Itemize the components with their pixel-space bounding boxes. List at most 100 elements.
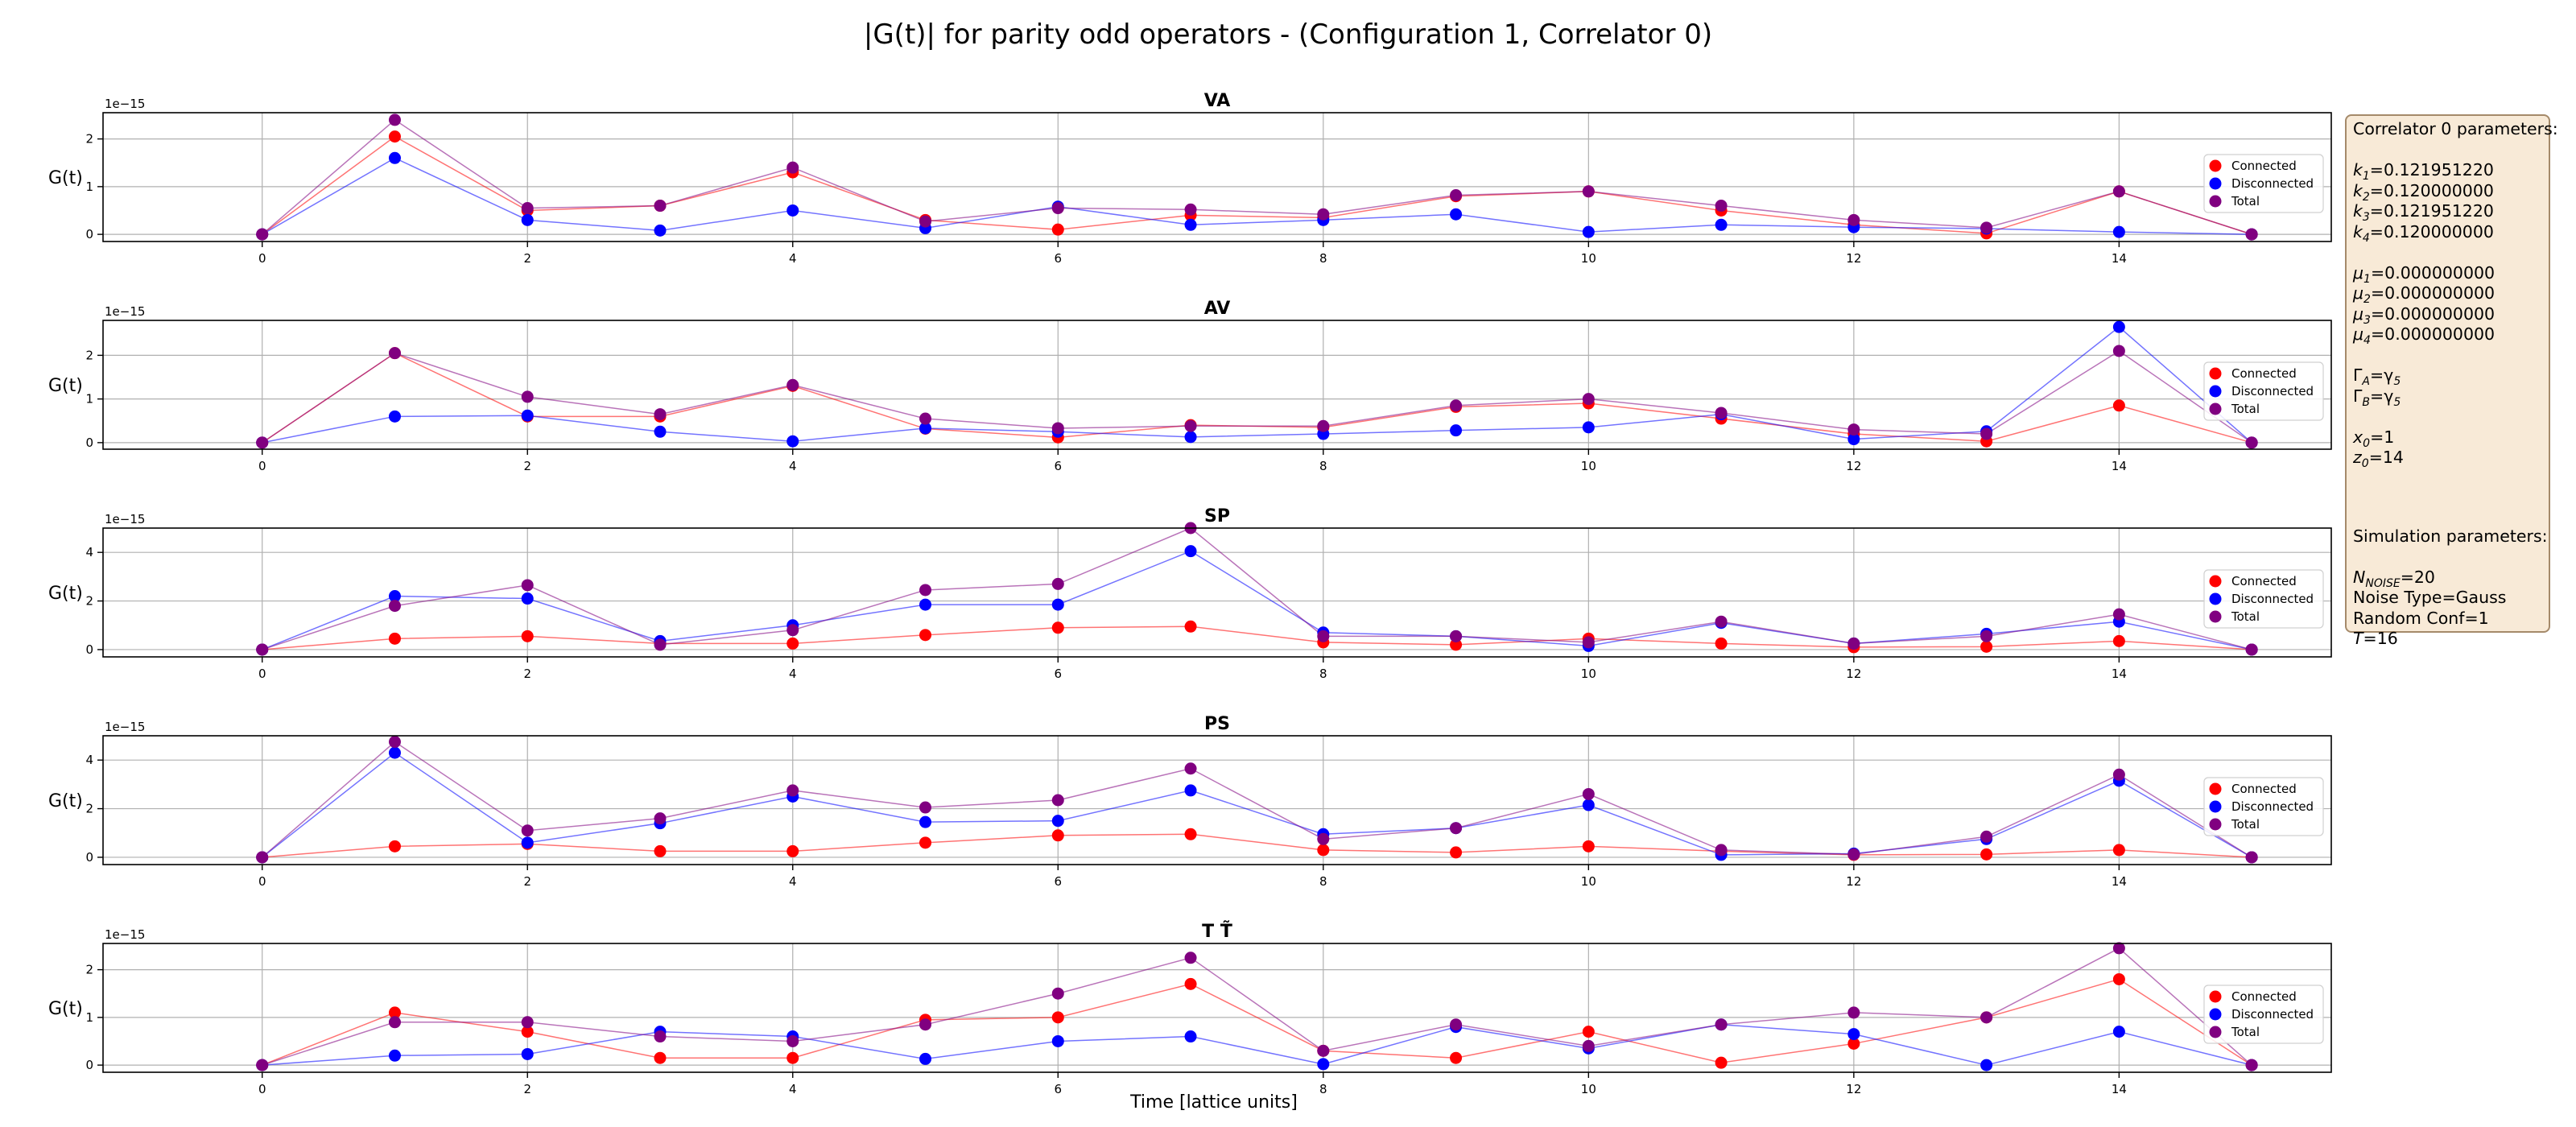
data-point-disconnected (1847, 1028, 1860, 1041)
series-line-disconnected (262, 157, 2252, 235)
y-axis-label: G(t) (48, 168, 83, 188)
data-point-total (786, 161, 799, 174)
data-point-disconnected (1051, 1034, 1064, 1047)
y-offset-text: 1e−15 (105, 512, 145, 526)
axes-frame (102, 112, 2332, 242)
data-point-total (388, 736, 401, 749)
legend-label-connected: Connected (2231, 989, 2297, 1004)
x-tick-label: 6 (1055, 874, 1063, 889)
data-point-disconnected (786, 435, 799, 448)
data-point-total (786, 624, 799, 637)
series-line-connected (262, 625, 2252, 650)
data-point-connected (2112, 972, 2125, 985)
x-tick-label: 8 (1319, 667, 1327, 681)
data-point-connected (1450, 1051, 1463, 1064)
data-point-disconnected (1582, 421, 1595, 434)
data-point-connected (1582, 840, 1595, 852)
legend-label-connected: Connected (2231, 159, 2297, 173)
legend-label-disconnected: Disconnected (2231, 799, 2314, 814)
data-point-connected (1184, 620, 1197, 633)
data-point-disconnected (1715, 218, 1728, 231)
legend-marker-connected (2209, 782, 2222, 795)
data-point-total (1582, 636, 1595, 649)
x-tick-label: 0 (258, 667, 266, 681)
data-point-connected (1450, 638, 1463, 651)
y-tick-label: 2 (85, 594, 93, 609)
data-point-connected (1980, 848, 1993, 861)
data-point-disconnected (1184, 1030, 1197, 1043)
x-tick-label: 6 (1055, 667, 1063, 681)
y-tick-label: 4 (85, 753, 93, 767)
data-point-connected (1980, 640, 1993, 653)
data-point-total (1450, 822, 1463, 835)
series-line-total (262, 741, 2252, 858)
data-point-connected (1184, 977, 1197, 990)
x-tick-label: 10 (1581, 874, 1596, 889)
legend-marker-disconnected (2209, 800, 2222, 813)
series-line-total (262, 118, 2252, 235)
param-T: T=16 (2353, 629, 2398, 648)
data-point-total (2112, 185, 2125, 198)
y-offset-text: 1e−15 (105, 304, 145, 319)
x-tick-label: 12 (1846, 667, 1861, 681)
data-point-disconnected (388, 410, 401, 423)
figure-title: |G(t)| for parity odd operators - (Confi… (864, 19, 1712, 51)
x-tick-label: 14 (2112, 251, 2127, 266)
legend-label-connected: Connected (2231, 574, 2297, 588)
x-tick-label: 10 (1581, 667, 1596, 681)
x-tick-label: 6 (1055, 459, 1063, 473)
legend-label-disconnected: Disconnected (2231, 176, 2314, 191)
data-point-connected (1184, 828, 1197, 840)
legend-marker-connected (2209, 575, 2222, 588)
data-point-total (1582, 393, 1595, 406)
data-point-disconnected (919, 598, 932, 611)
x-tick-label: 2 (523, 874, 531, 889)
data-point-total (388, 600, 401, 613)
data-point-total (2245, 436, 2258, 449)
data-point-total (1051, 987, 1064, 1000)
data-point-disconnected (388, 151, 401, 164)
data-point-connected (786, 844, 799, 857)
legend-label-connected: Connected (2231, 782, 2297, 796)
data-point-connected (1450, 846, 1463, 859)
data-point-connected (2112, 634, 2125, 647)
data-point-disconnected (521, 213, 534, 226)
subplot-3: 0 2 4 6 8 10 12 14 0 2 4 1e−15 PS G(t) Connected Discon… (48, 714, 2332, 889)
data-point-total (654, 812, 667, 825)
data-point-connected (1317, 844, 1330, 857)
data-point-connected (1847, 1037, 1860, 1050)
y-tick-label: 2 (85, 132, 93, 147)
legend-label-total: Total (2231, 609, 2260, 624)
data-point-total (1582, 787, 1595, 800)
param-mu4: μ4=0.000000000 (2353, 324, 2496, 348)
subplot-title: PS (1204, 714, 1230, 734)
series-line-connected (262, 135, 2252, 235)
y-tick-label: 2 (85, 348, 93, 362)
data-point-disconnected (388, 1049, 401, 1062)
x-tick-label: 0 (258, 251, 266, 266)
simulation-params-heading: Simulation parameters: (2353, 526, 2548, 546)
x-tick-label: 0 (258, 459, 266, 473)
legend-marker-disconnected (2209, 385, 2222, 398)
data-point-disconnected (1184, 545, 1197, 558)
data-point-total (1582, 1039, 1595, 1052)
data-point-disconnected (1317, 1058, 1330, 1071)
param-k3: k3=0.121951220 (2353, 201, 2494, 225)
data-point-total (256, 851, 269, 864)
y-tick-label: 1 (85, 392, 93, 407)
data-point-total (1317, 1044, 1330, 1057)
data-point-connected (521, 1026, 534, 1038)
data-point-total (2112, 608, 2125, 621)
legend-frame (2203, 985, 2324, 1044)
data-point-total (521, 1016, 534, 1029)
y-tick-label: 1 (85, 1010, 93, 1025)
legend-marker-connected (2209, 367, 2222, 380)
data-point-disconnected (1450, 424, 1463, 437)
legend: Connected Disconnected Total (2203, 777, 2324, 836)
x-tick-label: 14 (2112, 1082, 2127, 1096)
axes-frame (102, 943, 2332, 1073)
data-point-total (1051, 202, 1064, 215)
param-gamma-b: ΓB=γ5 (2353, 386, 2401, 409)
